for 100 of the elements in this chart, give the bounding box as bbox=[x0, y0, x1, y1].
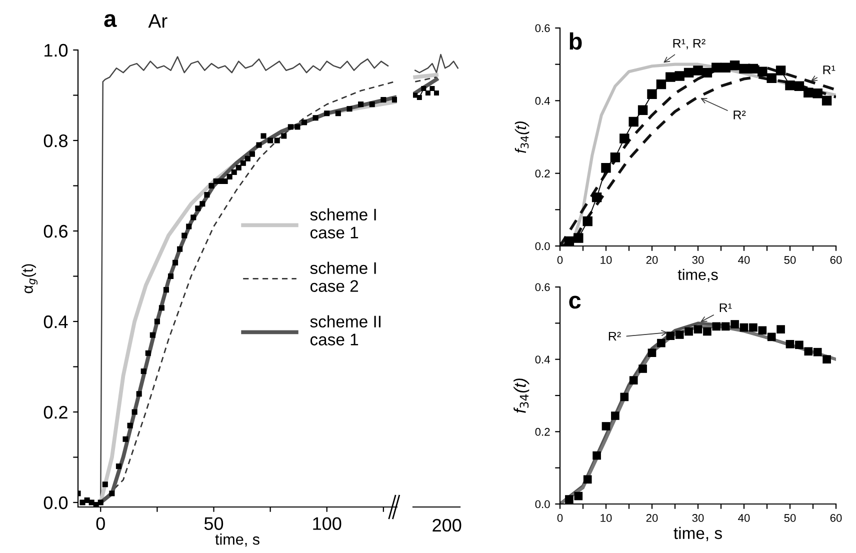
point bbox=[739, 64, 749, 74]
point bbox=[145, 350, 151, 356]
point bbox=[116, 464, 122, 470]
point bbox=[666, 332, 675, 340]
y-tick-label: 0.0 bbox=[535, 242, 550, 250]
point bbox=[177, 246, 183, 252]
point bbox=[674, 71, 684, 81]
point bbox=[648, 348, 656, 357]
point bbox=[249, 151, 255, 157]
annotation: R¹ bbox=[720, 303, 732, 312]
point bbox=[628, 116, 638, 127]
x-tick-label: 30 bbox=[692, 256, 704, 264]
point bbox=[256, 142, 262, 148]
y-tick-label: 1.0 bbox=[44, 44, 68, 57]
point bbox=[127, 422, 133, 428]
point bbox=[154, 318, 160, 324]
point bbox=[195, 206, 201, 212]
point bbox=[98, 500, 104, 506]
point bbox=[592, 451, 601, 460]
x-tick-label: 10 bbox=[600, 514, 612, 522]
point bbox=[748, 64, 758, 74]
y-tick-label: 0.6 bbox=[44, 224, 68, 238]
point bbox=[416, 95, 422, 100]
point bbox=[794, 81, 804, 91]
point bbox=[730, 320, 739, 328]
point bbox=[647, 89, 657, 99]
point bbox=[172, 260, 178, 266]
point bbox=[702, 68, 712, 78]
y-tick-label: 0.2 bbox=[535, 170, 550, 178]
point bbox=[222, 178, 228, 184]
x-axis-title: time, s bbox=[674, 526, 722, 542]
annotation: R² bbox=[608, 332, 621, 341]
point bbox=[301, 120, 308, 126]
point bbox=[425, 90, 430, 96]
point bbox=[721, 322, 730, 331]
y-tick-label: 0.4 bbox=[535, 96, 550, 105]
point bbox=[703, 327, 712, 336]
point bbox=[602, 422, 610, 430]
point bbox=[240, 160, 246, 166]
point bbox=[163, 287, 170, 293]
point bbox=[182, 232, 188, 238]
point bbox=[574, 492, 583, 500]
point bbox=[208, 182, 214, 189]
y-axis-title: f$_{34}$(t) bbox=[514, 121, 530, 153]
point bbox=[675, 330, 684, 339]
y-axis-title: α$_{g}$(t) bbox=[22, 264, 38, 294]
point bbox=[749, 323, 758, 332]
x-tick-label: 40 bbox=[738, 256, 750, 264]
y-tick-label: 0.2 bbox=[535, 428, 550, 436]
point bbox=[712, 62, 722, 72]
point bbox=[785, 80, 795, 90]
point bbox=[434, 90, 439, 96]
y-tick-label: 0.6 bbox=[535, 283, 550, 292]
legend-label: scheme I case 2 bbox=[310, 262, 376, 292]
point bbox=[656, 79, 666, 90]
point bbox=[231, 169, 237, 175]
point bbox=[288, 124, 294, 130]
y-tick-label: 0.0 bbox=[535, 500, 550, 508]
point bbox=[312, 115, 318, 121]
x-tick-label: 50 bbox=[204, 517, 224, 530]
y-tick-label: 0.4 bbox=[535, 356, 550, 364]
point bbox=[758, 66, 768, 76]
point bbox=[421, 86, 426, 91]
point bbox=[136, 391, 142, 397]
point bbox=[413, 92, 418, 98]
point bbox=[610, 152, 620, 162]
point bbox=[260, 133, 266, 139]
x-axis-title: time,s bbox=[678, 268, 718, 282]
point bbox=[565, 495, 574, 504]
point bbox=[358, 102, 364, 108]
y-tick-label: 0.0 bbox=[44, 496, 68, 510]
point bbox=[80, 500, 86, 506]
chart-title: a bbox=[104, 14, 117, 28]
y-tick-label: 0.6 bbox=[535, 24, 550, 32]
point bbox=[346, 106, 352, 112]
point bbox=[268, 138, 274, 144]
point bbox=[102, 482, 108, 488]
point bbox=[758, 326, 767, 335]
point bbox=[804, 88, 814, 98]
chart-title: c bbox=[569, 296, 581, 309]
point bbox=[392, 96, 397, 103]
x-tick-label: 100 bbox=[313, 517, 342, 530]
chart-title: b bbox=[570, 32, 582, 50]
point bbox=[190, 214, 196, 220]
point bbox=[611, 412, 620, 420]
point bbox=[694, 325, 702, 334]
x-tick-label: 10 bbox=[600, 256, 612, 264]
point bbox=[766, 73, 776, 83]
point bbox=[109, 490, 115, 496]
point bbox=[244, 156, 250, 162]
point bbox=[620, 392, 629, 402]
point bbox=[200, 201, 206, 207]
point bbox=[693, 66, 703, 76]
annotation: R² bbox=[734, 110, 746, 120]
point bbox=[369, 102, 375, 108]
point bbox=[638, 364, 647, 373]
point bbox=[812, 88, 822, 98]
point bbox=[822, 96, 832, 106]
point bbox=[813, 348, 822, 356]
point bbox=[638, 105, 648, 115]
